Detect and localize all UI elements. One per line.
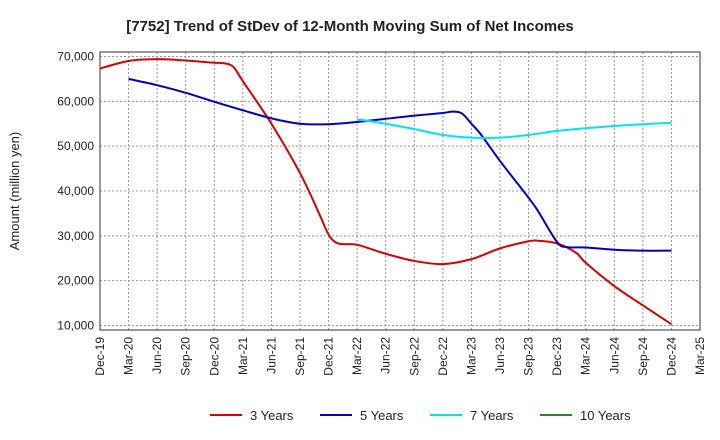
- x-tick-label: Jun-22: [379, 337, 393, 374]
- legend: 3 Years 5 Years 7 Years 10 Years: [210, 408, 631, 423]
- x-tick-label: Dec-24: [664, 337, 678, 376]
- series-line-7-years: [356, 118, 672, 139]
- x-tick-label: Sep-24: [636, 337, 650, 376]
- x-tick-label: Mar-24: [579, 337, 593, 375]
- x-tick-label: Sep-22: [407, 337, 421, 376]
- y-axis-label: Amount (million yen): [7, 132, 22, 251]
- x-tick-label: Jun-24: [607, 337, 621, 374]
- x-tick-label: Mar-20: [122, 337, 136, 375]
- x-tick-label: Sep-20: [179, 337, 193, 376]
- y-tick-label: 10,000: [57, 319, 94, 333]
- legend-label-7-years: 7 Years: [470, 408, 514, 423]
- y-tick-label: 70,000: [57, 49, 94, 63]
- x-tick-label: Dec-23: [550, 337, 564, 376]
- x-tick-label: Jun-21: [264, 337, 278, 374]
- x-tick-label: Sep-21: [293, 337, 307, 376]
- x-tick-label: Dec-19: [93, 337, 107, 376]
- x-tick-label: Mar-23: [464, 337, 478, 375]
- legend-label-10-years: 10 Years: [580, 408, 631, 423]
- x-tick-label: Dec-20: [207, 337, 221, 376]
- y-tick-label: 50,000: [57, 139, 94, 153]
- x-tick-label: Mar-21: [236, 337, 250, 375]
- x-tick-label: Mar-25: [693, 337, 707, 375]
- y-tick-label: 40,000: [57, 184, 94, 198]
- legend-label-5-years: 5 Years: [360, 408, 404, 423]
- x-tick-label: Jun-20: [150, 337, 164, 374]
- legend-label-3-years: 3 Years: [250, 408, 294, 423]
- x-tick-label: Sep-23: [522, 337, 536, 376]
- x-tick-label: Dec-21: [322, 337, 336, 376]
- y-tick-label: 20,000: [57, 274, 94, 288]
- y-tick-label: 30,000: [57, 229, 94, 243]
- x-tick-label: Mar-22: [350, 337, 364, 375]
- series-line-5-years: [128, 77, 672, 252]
- chart-title: [7752] Trend of StDev of 12-Month Moving…: [126, 18, 574, 35]
- series-line-3-years: [99, 58, 672, 326]
- x-tick-label: Dec-22: [436, 337, 450, 376]
- plot-frame: [99, 51, 701, 331]
- x-tick-label: Jun-23: [493, 337, 507, 374]
- y-tick-label: 60,000: [57, 94, 94, 108]
- plot-area: 10,000 20,000 30,000 40,000 50,000 60,000 70,0…: [57, 49, 707, 375]
